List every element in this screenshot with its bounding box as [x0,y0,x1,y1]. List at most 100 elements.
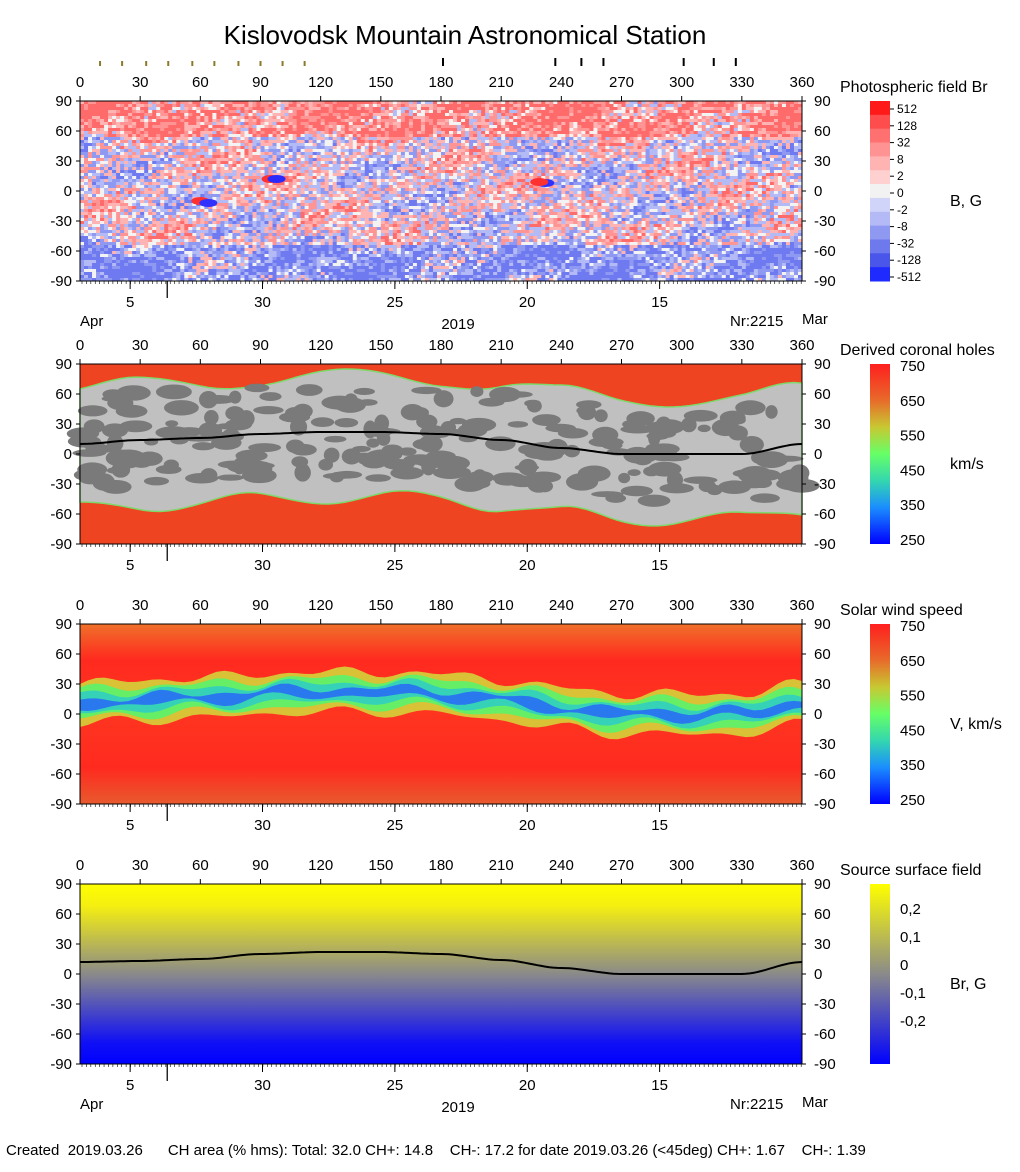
footer-ch-minus-45: CH-: 1.39 [801,1142,866,1159]
panel-4-colorbar: 0,2 0,1 0 -0,1 -0,2 [870,884,926,1064]
y-tick-label-left: 30 [55,676,72,693]
x-tick-label: 330 [729,857,754,874]
x-tick-label: 120 [308,74,333,91]
x-tick-label: 180 [428,337,453,354]
colorbar-swatch [870,170,890,185]
photospheric-map [80,101,803,282]
colorbar-label: 650 [900,393,925,410]
date-tick-label: 5 [126,1077,134,1094]
y-tick-label-left: 30 [55,936,72,953]
panel-2-title: Derived coronal holes [840,342,995,359]
solar-wind-map [80,624,802,804]
colorbar-swatch [870,267,890,282]
x-tick-label: 180 [428,857,453,874]
x-tick-label: 150 [368,857,393,874]
y-tick-label-left: -60 [50,243,72,260]
x-tick-label: 180 [428,74,453,91]
y-tick-label-left: -90 [50,796,72,813]
colorbar-label: 8 [897,152,904,166]
colorbar-swatch [870,211,890,227]
x-tick-label: 300 [669,337,694,354]
y-tick-label-left: 0 [64,183,72,200]
month-label-left: Apr [80,1096,103,1113]
x-tick-label: 90 [252,74,269,91]
colorbar-swatch [870,128,890,144]
y-tick-label-right: -60 [814,243,836,260]
date-tick-label: 25 [387,294,404,311]
page-title: Kislovodsk Mountain Astronomical Station [223,20,707,50]
y-tick-label-right: 60 [814,906,831,923]
rotation-label: Nr:2215 [730,1096,783,1113]
y-tick-label-right: 30 [814,416,831,433]
date-tick-label: 20 [519,817,536,834]
x-tick-label: 240 [549,337,574,354]
active-region [267,175,286,183]
y-tick-label-left: 90 [55,616,72,633]
colorbar-swatch [870,184,890,199]
year-label: 2019 [441,1099,474,1116]
x-tick-label: 270 [609,74,634,91]
x-tick-label: 240 [549,74,574,91]
x-tick-label: 60 [192,74,209,91]
y-tick-label-left: -60 [50,766,72,783]
colorbar-label: -8 [897,220,908,234]
y-tick-label-right: -90 [814,1056,836,1073]
top-markers [99,58,737,66]
x-tick-label: 90 [252,857,269,874]
y-tick-label-left: -90 [50,1056,72,1073]
panel-1-title: Photospheric field Br [840,79,988,96]
y-tick-label-right: 60 [814,386,831,403]
date-tick-label: 30 [254,817,271,834]
x-tick-label: 180 [428,597,453,614]
date-tick-label: 25 [387,817,404,834]
x-tick-label: 210 [489,337,514,354]
x-tick-label: 210 [489,74,514,91]
colorbar-label: 0,1 [900,929,921,946]
x-tick-label: 300 [669,857,694,874]
x-tick-label: 120 [308,597,333,614]
y-tick-label-right: -30 [814,213,836,230]
colorbar-swatch [870,114,890,130]
x-tick-label: 120 [308,857,333,874]
x-tick-label: 270 [609,857,634,874]
y-tick-label-right: 0 [814,706,822,723]
y-tick-label-right: 90 [814,93,831,110]
colorbar-label: 550 [900,428,925,445]
date-tick-label: 5 [126,294,134,311]
year-label: 2019 [441,316,474,333]
x-tick-label: 150 [368,337,393,354]
date-tick-label: 25 [387,557,404,574]
colorbar-label: 512 [897,102,917,116]
ss-neutral-line [80,951,803,975]
y-tick-label-right: 60 [814,646,831,663]
y-tick-label-right: -90 [814,536,836,553]
y-tick-label-right: 30 [814,676,831,693]
x-tick-label: 240 [549,857,574,874]
date-tick-label: 25 [387,1077,404,1094]
x-tick-label: 120 [308,337,333,354]
colorbar-swatch [870,142,890,157]
active-region [199,199,218,207]
y-tick-label-right: 30 [814,153,831,170]
date-tick-label: 30 [254,557,271,574]
month-label-right: Mar [802,1094,828,1111]
x-tick-label: 240 [549,597,574,614]
date-tick-label: 15 [651,557,668,574]
panel-2-unit: km/s [950,456,984,473]
x-tick-label: 90 [252,597,269,614]
x-tick-label: 360 [789,597,814,614]
y-tick-label-left: -30 [50,213,72,230]
y-tick-label-left: 0 [64,966,72,983]
colorbar-gradient [870,884,890,1064]
x-tick-label: 360 [789,337,814,354]
x-tick-label: 60 [192,857,209,874]
y-tick-label-left: 30 [55,153,72,170]
colorbar-label: 550 [900,688,925,705]
footer: Created 2019.03.26 CH area (% hms): Tota… [6,1142,866,1159]
y-tick-label-left: 90 [55,93,72,110]
colorbar-label: 128 [897,119,917,133]
footer-ch-area: CH area (% hms): Total: 32.0 CH+: 14.8 [167,1142,434,1159]
